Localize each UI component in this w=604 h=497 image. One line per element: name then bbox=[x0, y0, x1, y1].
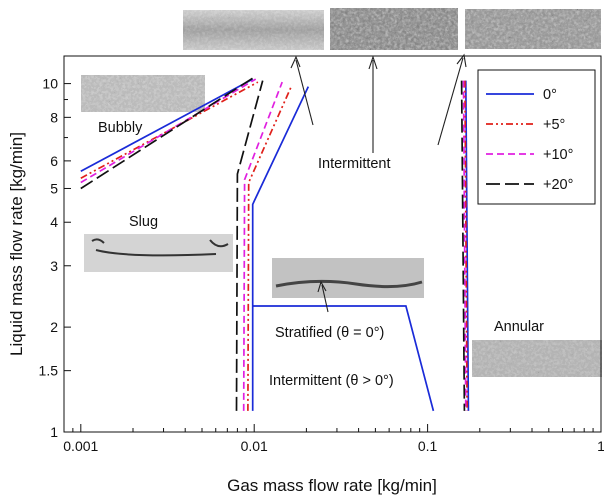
series-0-boundary-2 bbox=[252, 305, 435, 412]
label-stratified: Stratified (θ = 0°) bbox=[275, 325, 384, 341]
series-1-boundary-2 bbox=[464, 80, 468, 411]
flow-photo-top-2 bbox=[330, 8, 458, 50]
label-slug: Slug bbox=[129, 214, 158, 230]
legend-label-3: +20° bbox=[543, 177, 573, 193]
series-3-boundary-1 bbox=[235, 80, 264, 411]
arrow-top-1-head bbox=[290, 55, 301, 69]
legend: 0° +5° +10° +20° bbox=[477, 69, 596, 205]
flow-photo-slug bbox=[84, 234, 233, 272]
arrow-top-1 bbox=[295, 59, 314, 126]
label-intermittent-positive: Intermittent (θ > 0°) bbox=[269, 373, 394, 389]
series-2-boundary-0 bbox=[80, 78, 257, 184]
series-3-boundary-2 bbox=[460, 80, 466, 411]
series-0-boundary-1 bbox=[251, 86, 310, 411]
flow-photo-top-1 bbox=[183, 10, 324, 50]
arrow-stratified bbox=[321, 284, 329, 313]
series-0-boundary-0 bbox=[80, 78, 254, 173]
x-axis-title: Gas mass flow rate [kg/min] bbox=[227, 476, 437, 495]
y-axis-title: Liquid mass flow rate [kg/min] bbox=[7, 132, 26, 356]
arrow-top-3-head bbox=[456, 53, 467, 68]
legend-label-0: 0° bbox=[543, 87, 557, 103]
series-3 bbox=[80, 76, 466, 411]
legend-label-2: +10° bbox=[543, 147, 573, 163]
y-tick-label: 1.5 bbox=[39, 363, 59, 379]
y-tick-label: 6 bbox=[50, 153, 58, 169]
series-0 bbox=[80, 78, 470, 412]
label-annular: Annular bbox=[494, 319, 544, 335]
y-tick-label: 5 bbox=[50, 180, 58, 196]
series-3-boundary-0 bbox=[80, 76, 254, 190]
arrow-top-2-head bbox=[368, 55, 378, 70]
series-layer bbox=[80, 76, 470, 412]
photo-arrows bbox=[290, 53, 467, 313]
series-2-boundary-1 bbox=[242, 81, 283, 411]
x-tick-label: 0.001 bbox=[63, 438, 98, 454]
y-tick-label: 8 bbox=[50, 109, 58, 125]
flow-photo-bubbly bbox=[81, 75, 205, 112]
y-tick-label: 1 bbox=[50, 424, 58, 440]
series-1-boundary-1 bbox=[247, 84, 293, 411]
label-bubbly: Bubbly bbox=[98, 120, 143, 136]
x-tick-label: 0.1 bbox=[418, 438, 438, 454]
y-tick-label: 10 bbox=[42, 76, 58, 92]
series-2 bbox=[80, 78, 467, 411]
x-tick-label: 1 bbox=[597, 438, 604, 454]
flow-photo-annular bbox=[472, 340, 602, 377]
label-intermittent: Intermittent bbox=[318, 156, 391, 172]
series-0-boundary-3 bbox=[464, 80, 470, 411]
axis-ticks: 0.001 0.01 0.1 1 1 1.5 2 3 4 5 6 8 10 bbox=[39, 76, 604, 454]
legend-box bbox=[477, 69, 596, 205]
flow-photo-top-3 bbox=[465, 9, 601, 49]
arrow-stratified-head bbox=[317, 280, 327, 293]
y-tick-label: 3 bbox=[50, 258, 58, 274]
arrow-top-3 bbox=[437, 57, 464, 146]
plot-area bbox=[63, 55, 602, 433]
x-tick-label: 0.01 bbox=[241, 438, 268, 454]
flow-photo-stratified bbox=[272, 258, 424, 298]
series-2-boundary-2 bbox=[462, 80, 467, 411]
y-tick-label: 2 bbox=[50, 319, 58, 335]
legend-label-1: +5° bbox=[543, 117, 565, 133]
y-tick-label: 4 bbox=[50, 214, 58, 230]
